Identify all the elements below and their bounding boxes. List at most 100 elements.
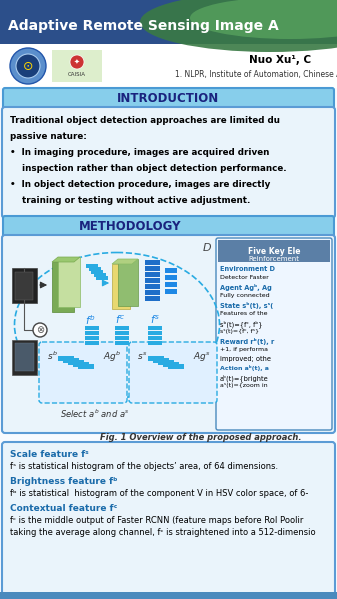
Bar (15, 343, 34, 371)
Bar (163, 362, 179, 367)
Bar (0, 44, 337, 88)
Bar (78, 364, 94, 369)
Bar (12, 340, 37, 375)
FancyBboxPatch shape (216, 238, 332, 430)
Text: Environment D: Environment D (220, 266, 275, 272)
Bar (68, 360, 84, 365)
Bar (145, 260, 160, 265)
Text: D: D (203, 243, 211, 253)
Text: State sᵇ(t), sˢ(: State sᵇ(t), sˢ( (220, 302, 273, 309)
Bar (63, 358, 79, 363)
Bar (145, 296, 160, 301)
Bar (52, 50, 102, 82)
Text: fˢ is statistical histogram of the objects’ area, of 64 dimensions.: fˢ is statistical histogram of the objec… (10, 462, 278, 471)
Bar (145, 278, 160, 283)
Bar (112, 264, 130, 309)
Polygon shape (112, 259, 138, 264)
Circle shape (70, 55, 84, 69)
Text: Reinforcement: Reinforcement (248, 256, 300, 262)
Bar (52, 262, 74, 312)
Bar (165, 268, 177, 273)
Text: CAISIA: CAISIA (68, 71, 86, 77)
Text: $s^s$: $s^s$ (137, 350, 147, 361)
Text: Traditional object detection approaches are limited du: Traditional object detection approaches … (10, 116, 280, 125)
Bar (115, 336, 129, 340)
Text: Agent Agᵇ, Ag: Agent Agᵇ, Ag (220, 284, 272, 291)
Text: Brightness feature fᵇ: Brightness feature fᵇ (10, 477, 118, 486)
Bar (85, 326, 99, 330)
Bar (148, 341, 162, 345)
Text: passive nature:: passive nature: (10, 132, 87, 141)
FancyBboxPatch shape (39, 342, 127, 403)
Bar (86, 264, 98, 268)
Bar (145, 290, 160, 295)
Text: Action aᵇ(t), a: Action aᵇ(t), a (220, 365, 269, 371)
Bar (73, 362, 89, 367)
Circle shape (16, 54, 40, 78)
Circle shape (33, 323, 47, 337)
Text: Detector Faster: Detector Faster (220, 275, 269, 280)
Text: taking the average along channel, fᶜ is straightened into a 512-dimensio: taking the average along channel, fᶜ is … (10, 528, 316, 537)
Bar (148, 356, 164, 361)
Text: sˢ(t)={fᶜ, fˢ}: sˢ(t)={fᶜ, fˢ} (220, 329, 259, 334)
Text: Five Key Ele: Five Key Ele (248, 247, 300, 256)
Text: +1, if performa: +1, if performa (220, 347, 268, 352)
Bar (91, 270, 103, 274)
Text: •  In imaging procedure, images are acquired driven: • In imaging procedure, images are acqui… (10, 148, 269, 157)
Polygon shape (52, 257, 80, 262)
FancyBboxPatch shape (2, 235, 335, 433)
Text: sᵇ(t)={fᶜ, fᵇ}: sᵇ(t)={fᶜ, fᵇ} (220, 320, 263, 328)
Text: aᵇ(t)={brighte: aᵇ(t)={brighte (220, 374, 269, 382)
Text: Nuo Xu¹, C: Nuo Xu¹, C (249, 55, 311, 65)
Bar (118, 259, 138, 306)
Text: fᵇ is statistical  histogram of the component V in HSV color space, of 6-: fᵇ is statistical histogram of the compo… (10, 489, 308, 498)
Bar (89, 267, 100, 271)
Text: $Ag^s$: $Ag^s$ (193, 350, 211, 363)
Text: Fully connected: Fully connected (220, 293, 270, 298)
Text: $f^s$: $f^s$ (150, 314, 160, 326)
Text: 1. NLPR, Institute of Automation, Chinese Ac: 1. NLPR, Institute of Automation, Chines… (175, 71, 337, 80)
Bar (218, 240, 330, 262)
Bar (0, 592, 337, 599)
Bar (85, 341, 99, 345)
Text: Contextual feature fᶜ: Contextual feature fᶜ (10, 504, 117, 513)
Text: $f^c$: $f^c$ (115, 314, 125, 326)
FancyBboxPatch shape (129, 342, 217, 403)
Text: Reward rᵇ(t), r: Reward rᵇ(t), r (220, 338, 274, 345)
Text: Scale feature fˢ: Scale feature fˢ (10, 450, 89, 459)
Bar (0, 0, 337, 44)
Text: ⊗: ⊗ (36, 325, 44, 335)
Bar (148, 336, 162, 340)
Text: METHODOLOGY: METHODOLOGY (79, 220, 181, 234)
Bar (158, 360, 174, 365)
Bar (145, 272, 160, 277)
Text: $s^b$: $s^b$ (47, 350, 57, 362)
Bar (148, 326, 162, 330)
Bar (145, 284, 160, 289)
FancyBboxPatch shape (2, 107, 335, 218)
Bar (93, 273, 105, 277)
Text: •  In object detection procedure, images are directly: • In object detection procedure, images … (10, 180, 270, 189)
Text: INTRODUCTION: INTRODUCTION (117, 92, 219, 105)
Bar (115, 326, 129, 330)
Text: fᶜ is the middle output of Faster RCNN (feature maps before RoI Poolir: fᶜ is the middle output of Faster RCNN (… (10, 516, 303, 525)
Bar (168, 364, 184, 369)
FancyBboxPatch shape (2, 442, 335, 598)
Text: $f^b$: $f^b$ (85, 313, 95, 327)
Text: inspection rather than object detection performance.: inspection rather than object detection … (10, 164, 287, 173)
Bar (58, 356, 74, 361)
Ellipse shape (140, 0, 337, 52)
FancyBboxPatch shape (3, 216, 334, 238)
Circle shape (10, 48, 46, 84)
Bar (58, 257, 80, 307)
Text: Select $a^b$ and $a^s$: Select $a^b$ and $a^s$ (60, 408, 129, 420)
Bar (153, 358, 169, 363)
FancyBboxPatch shape (3, 88, 334, 110)
Text: Adaptive Remote Sensing Image A: Adaptive Remote Sensing Image A (8, 19, 279, 33)
Text: improved; othe: improved; othe (220, 356, 271, 362)
Bar (165, 275, 177, 280)
Bar (165, 289, 177, 294)
Text: training or testing without active adjustment.: training or testing without active adjus… (10, 196, 250, 205)
Text: aˢ(t)={zoom in: aˢ(t)={zoom in (220, 383, 268, 388)
Text: Fig. 1 Overview of the proposed approach.: Fig. 1 Overview of the proposed approach… (100, 433, 302, 442)
